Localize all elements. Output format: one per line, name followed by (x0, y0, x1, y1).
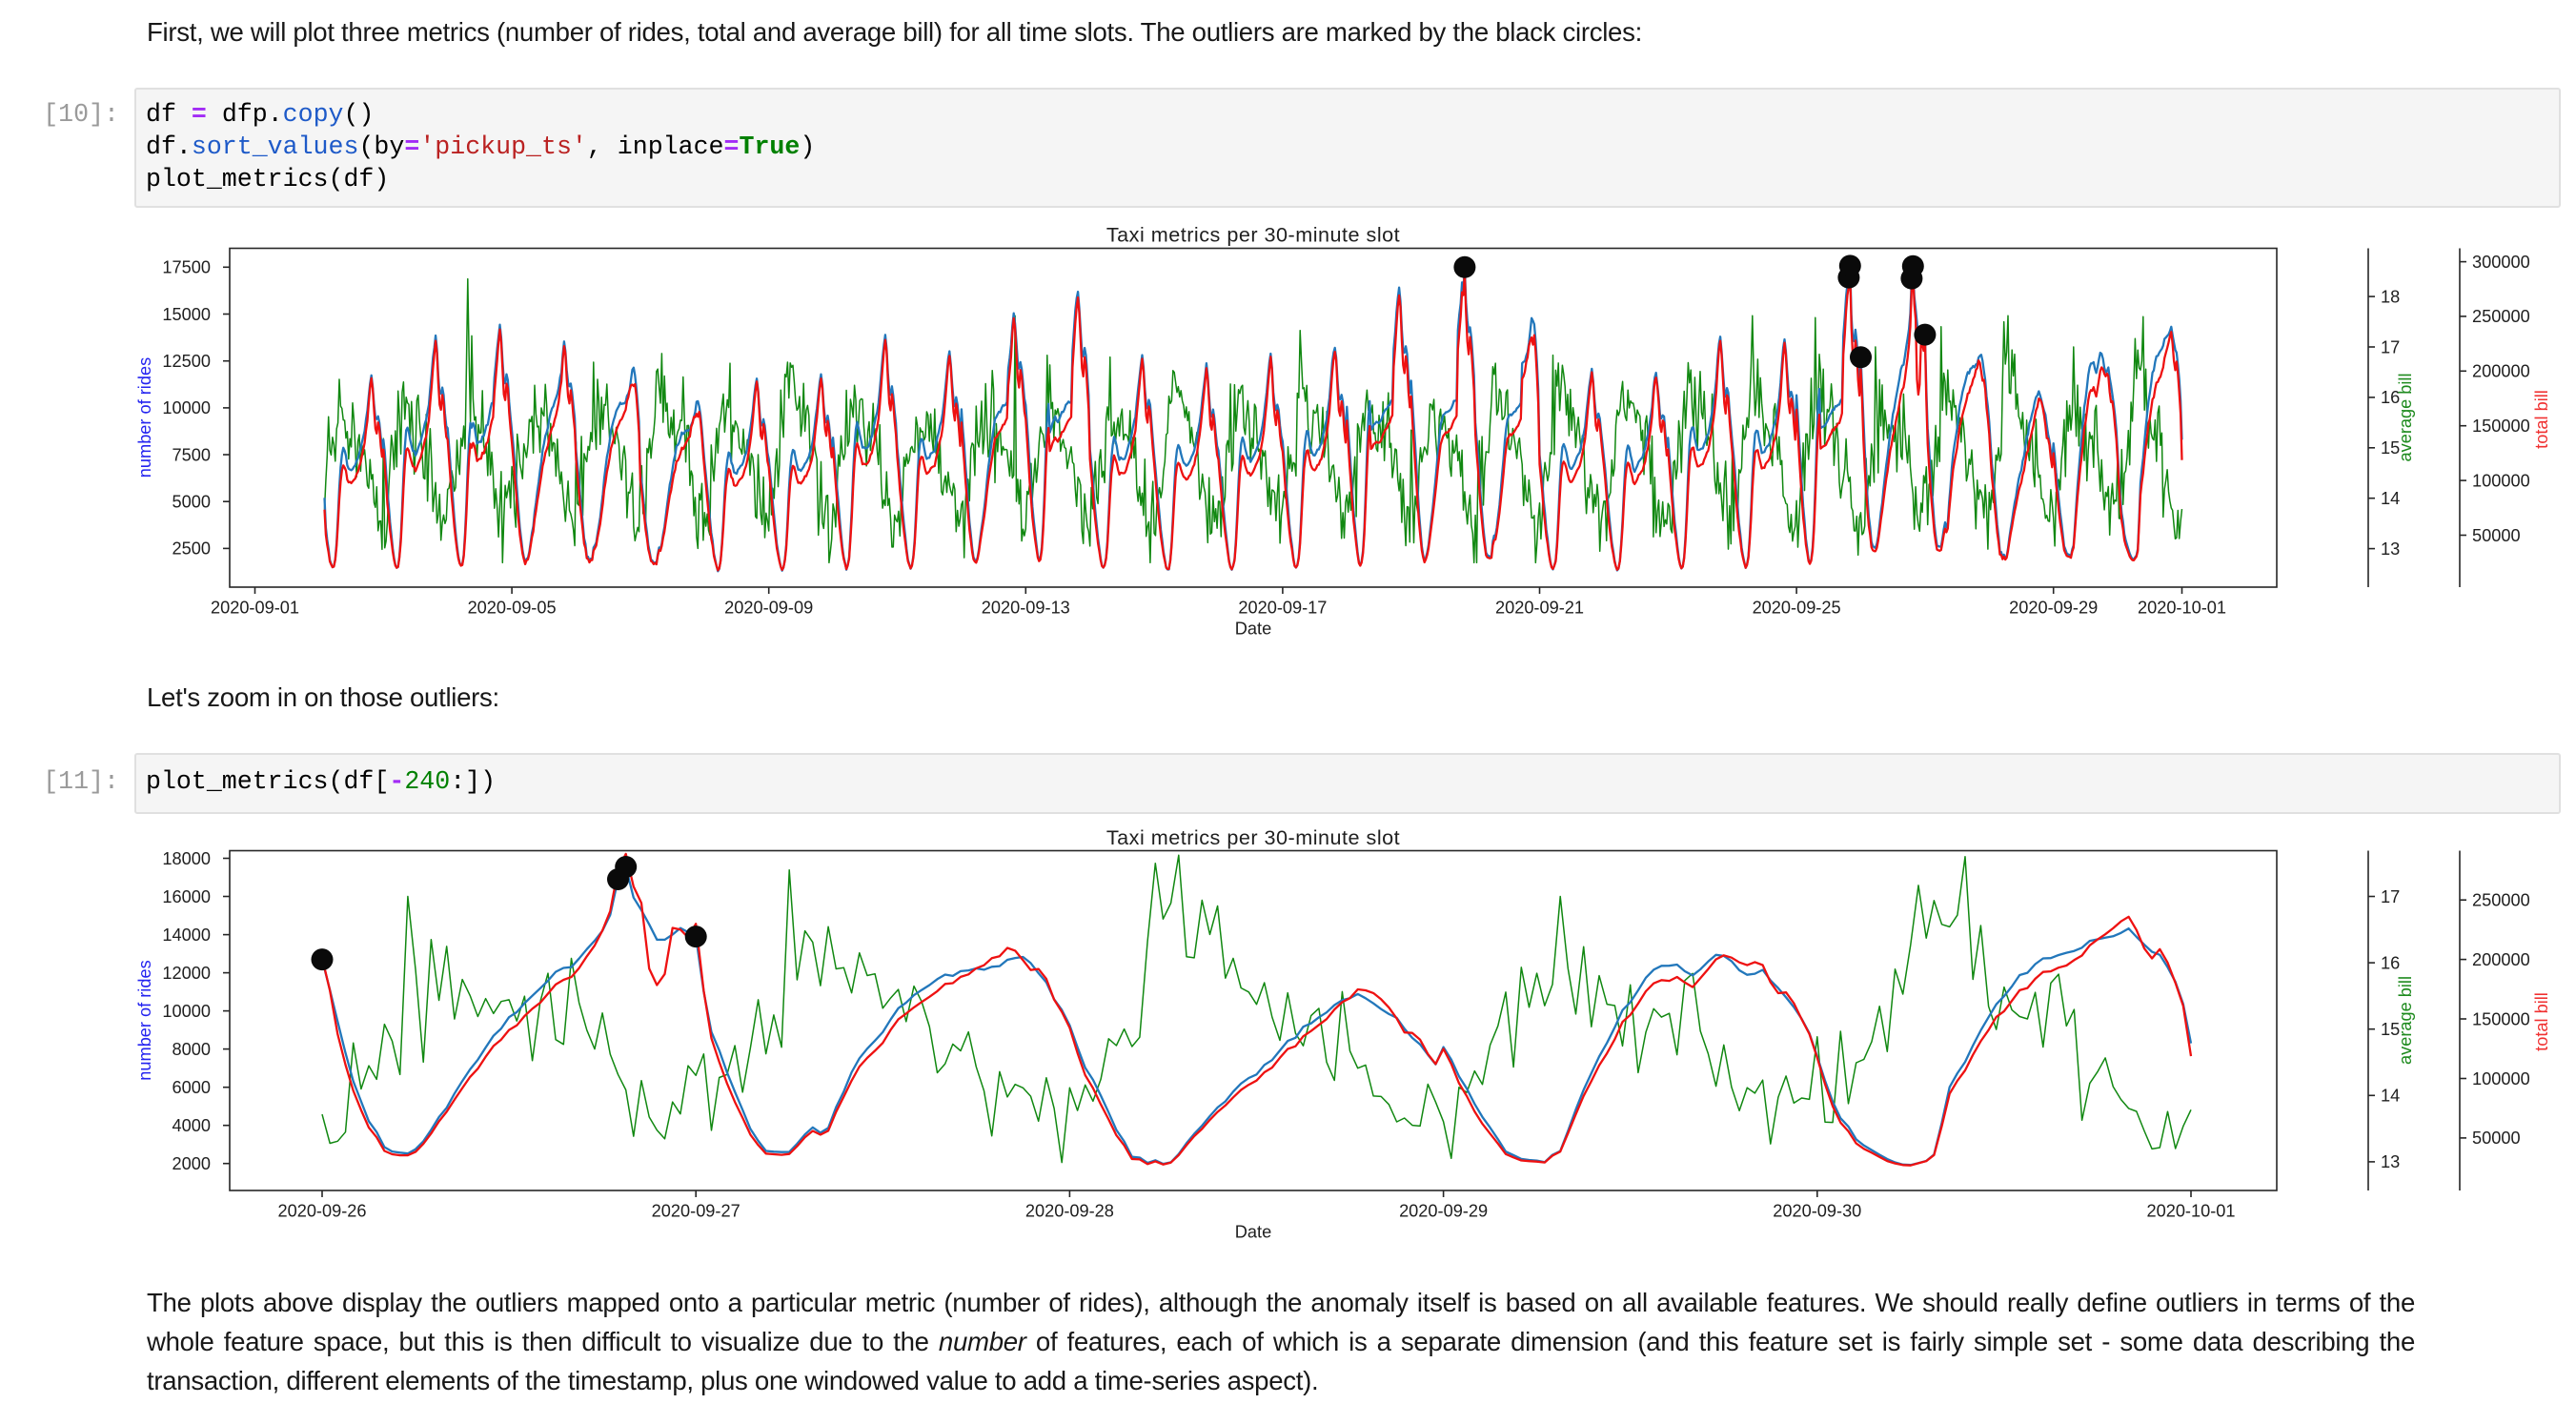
svg-text:15000: 15000 (162, 305, 211, 324)
svg-text:15: 15 (2381, 438, 2400, 458)
svg-text:2020-09-29: 2020-09-29 (1399, 1201, 1488, 1220)
svg-text:16000: 16000 (162, 887, 211, 906)
svg-text:6000: 6000 (172, 1078, 211, 1097)
svg-text:300000: 300000 (2472, 253, 2530, 272)
svg-text:50000: 50000 (2472, 1129, 2521, 1148)
svg-text:7500: 7500 (172, 445, 211, 464)
svg-text:2020-10-01: 2020-10-01 (2146, 1201, 2235, 1220)
svg-text:100000: 100000 (2472, 471, 2530, 490)
svg-text:5000: 5000 (172, 493, 211, 512)
svg-text:2020-09-30: 2020-09-30 (1773, 1201, 1861, 1220)
svg-text:17500: 17500 (162, 258, 211, 277)
svg-text:2020-09-27: 2020-09-27 (652, 1201, 740, 1220)
svg-text:Date: Date (1235, 620, 1271, 639)
svg-text:17: 17 (2381, 887, 2400, 906)
svg-text:10000: 10000 (162, 398, 211, 417)
svg-text:2020-09-05: 2020-09-05 (468, 599, 557, 618)
svg-text:2020-09-29: 2020-09-29 (2009, 599, 2098, 618)
svg-text:100000: 100000 (2472, 1069, 2530, 1088)
svg-text:200000: 200000 (2472, 362, 2530, 381)
svg-text:250000: 250000 (2472, 307, 2530, 326)
svg-text:2020-09-17: 2020-09-17 (1238, 599, 1327, 618)
svg-text:13: 13 (2381, 1152, 2400, 1171)
svg-text:200000: 200000 (2472, 950, 2530, 969)
svg-text:2020-09-21: 2020-09-21 (1495, 599, 1584, 618)
svg-text:50000: 50000 (2472, 526, 2521, 545)
svg-text:2020-09-09: 2020-09-09 (724, 599, 813, 618)
svg-text:2020-10-01: 2020-10-01 (2138, 599, 2226, 618)
svg-text:2020-09-13: 2020-09-13 (982, 599, 1070, 618)
svg-text:14: 14 (2381, 489, 2400, 508)
svg-text:average bill: average bill (2396, 373, 2415, 461)
svg-text:150000: 150000 (2472, 417, 2530, 436)
svg-text:total bill: total bill (2532, 992, 2551, 1051)
svg-text:14: 14 (2381, 1087, 2400, 1106)
svg-text:2020-09-01: 2020-09-01 (211, 599, 299, 618)
svg-text:15: 15 (2381, 1020, 2400, 1039)
svg-text:16: 16 (2381, 388, 2400, 407)
svg-text:250000: 250000 (2472, 891, 2530, 910)
svg-text:18000: 18000 (162, 849, 211, 868)
svg-text:number of rides: number of rides (135, 960, 154, 1080)
svg-text:2020-09-25: 2020-09-25 (1753, 599, 1841, 618)
svg-text:13: 13 (2381, 539, 2400, 559)
svg-text:150000: 150000 (2472, 1009, 2530, 1028)
svg-text:16: 16 (2381, 953, 2400, 972)
svg-text:8000: 8000 (172, 1040, 211, 1059)
svg-text:Date: Date (1235, 1222, 1271, 1241)
svg-text:2020-09-28: 2020-09-28 (1025, 1201, 1114, 1220)
svg-text:17: 17 (2381, 337, 2400, 356)
svg-text:14000: 14000 (162, 926, 211, 945)
svg-text:18: 18 (2381, 287, 2400, 306)
svg-text:12500: 12500 (162, 352, 211, 371)
svg-text:number of rides: number of rides (135, 357, 154, 478)
svg-text:4000: 4000 (172, 1116, 211, 1135)
svg-text:average bill: average bill (2396, 976, 2415, 1065)
svg-text:10000: 10000 (162, 1002, 211, 1021)
svg-text:12000: 12000 (162, 964, 211, 983)
svg-text:Taxi metrics per 30-minute slo: Taxi metrics per 30-minute slot (1106, 222, 1400, 246)
svg-text:2020-09-26: 2020-09-26 (277, 1201, 366, 1220)
svg-text:2500: 2500 (172, 539, 211, 559)
svg-text:2000: 2000 (172, 1154, 211, 1173)
svg-text:total bill: total bill (2532, 390, 2551, 449)
svg-text:Taxi metrics per 30-minute slo: Taxi metrics per 30-minute slot (1106, 825, 1400, 849)
